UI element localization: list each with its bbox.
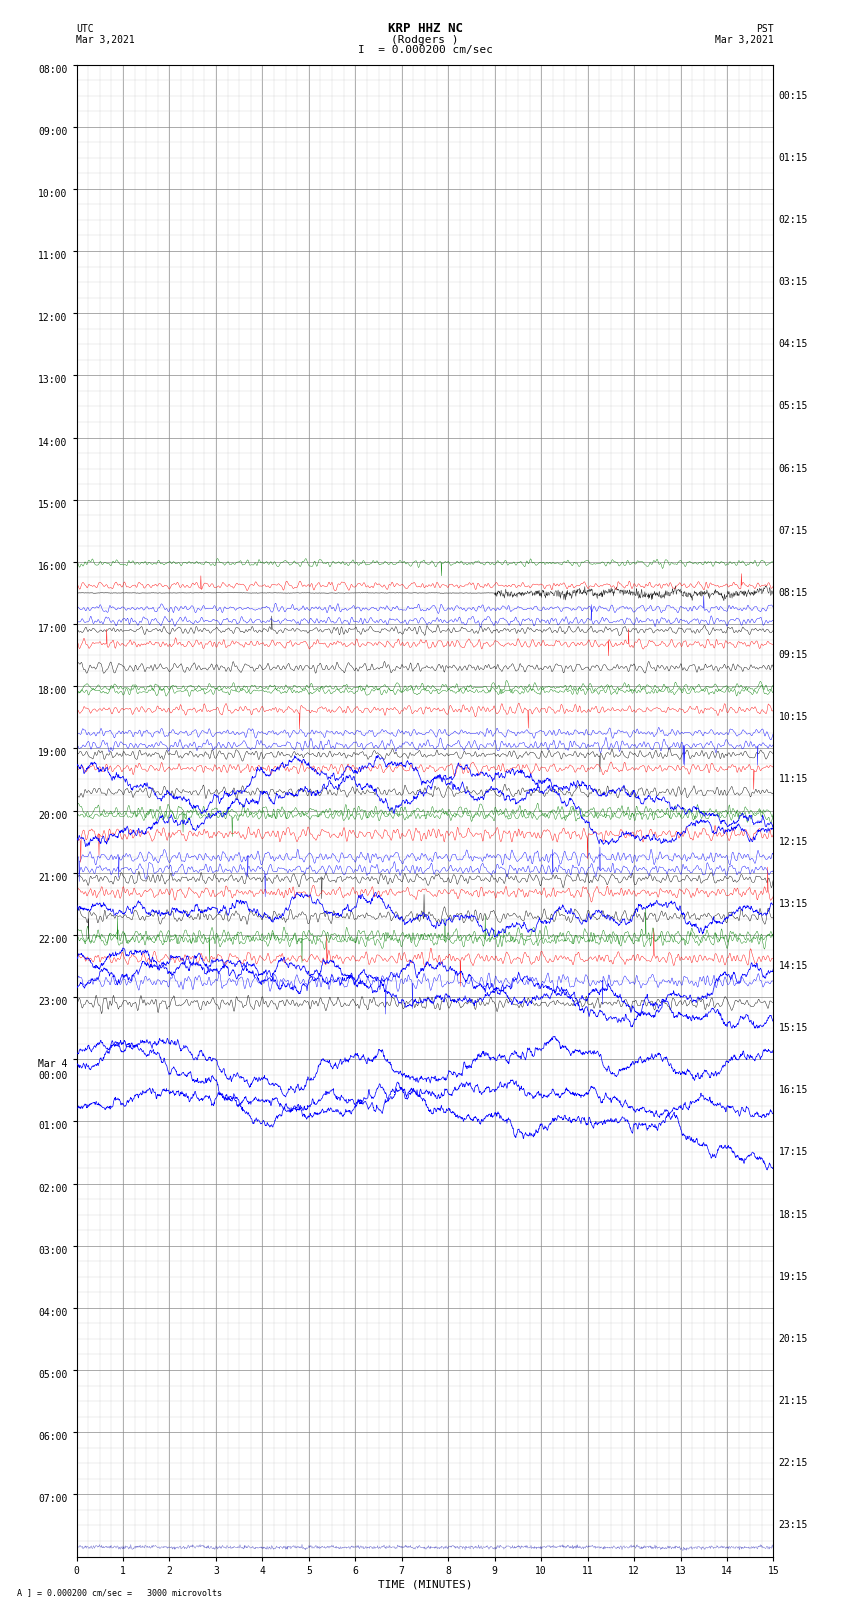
Text: (Rodgers ): (Rodgers ) [391,35,459,45]
Text: Mar 3,2021: Mar 3,2021 [76,35,135,45]
Text: UTC: UTC [76,24,94,34]
Text: PST: PST [756,24,774,34]
Text: Mar 3,2021: Mar 3,2021 [715,35,774,45]
Text: I  = 0.000200 cm/sec: I = 0.000200 cm/sec [358,45,492,55]
X-axis label: TIME (MINUTES): TIME (MINUTES) [377,1579,473,1590]
Text: A ] = 0.000200 cm/sec =   3000 microvolts: A ] = 0.000200 cm/sec = 3000 microvolts [17,1587,222,1597]
Text: KRP HHZ NC: KRP HHZ NC [388,21,462,35]
